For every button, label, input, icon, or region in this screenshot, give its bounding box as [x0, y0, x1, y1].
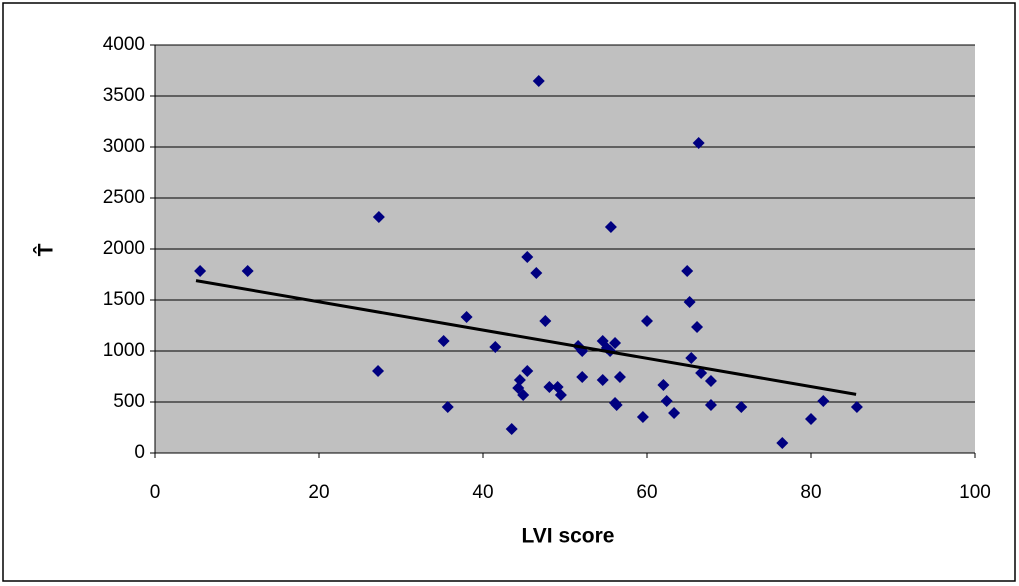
point: [776, 437, 789, 450]
point: [489, 341, 502, 354]
point: [817, 394, 830, 407]
point: [521, 364, 534, 377]
point: [691, 321, 704, 334]
point: [576, 371, 589, 384]
y-tick-label: 1000: [103, 340, 145, 361]
x-tick-label: 0: [150, 482, 161, 503]
point: [609, 337, 622, 350]
point: [460, 311, 473, 324]
point: [505, 423, 518, 436]
point: [657, 378, 670, 391]
point: [372, 210, 385, 223]
point: [241, 265, 254, 278]
point: [532, 75, 545, 88]
point: [683, 296, 696, 309]
point: [372, 364, 385, 377]
point: [604, 220, 617, 233]
point: [539, 315, 552, 328]
point: [850, 400, 863, 413]
y-tick-label: 0: [134, 442, 145, 463]
x-tick-label: 60: [636, 482, 657, 503]
x-tick-label: 100: [959, 482, 991, 503]
x-tick-label: 20: [308, 482, 329, 503]
point: [704, 374, 717, 387]
trend-line: [195, 279, 857, 396]
point: [530, 266, 543, 279]
point: [636, 410, 649, 423]
y-tick-label: 1500: [103, 289, 145, 310]
point: [554, 388, 567, 401]
point: [805, 413, 817, 426]
y-tick-label: 3000: [103, 136, 145, 157]
x-axis-label: LVI score: [522, 525, 615, 548]
point: [543, 381, 556, 394]
point: [681, 265, 694, 278]
point: [517, 388, 530, 401]
point: [613, 371, 626, 384]
point: [668, 407, 681, 420]
point: [610, 398, 623, 411]
point: [194, 265, 207, 278]
y-tick-label: 500: [113, 391, 145, 412]
y-tick-label: 2500: [103, 187, 145, 208]
point: [692, 137, 705, 150]
point: [513, 373, 526, 386]
point: [735, 400, 748, 413]
y-tick-label: 4000: [103, 34, 145, 55]
point: [704, 398, 717, 411]
point: [660, 394, 673, 407]
x-tick-label: 40: [472, 482, 493, 503]
point: [521, 250, 534, 263]
y-tick-label: 2000: [103, 238, 145, 259]
point: [695, 367, 708, 380]
point: [685, 352, 698, 365]
y-tick-label: 3500: [103, 85, 145, 106]
point: [441, 400, 454, 413]
point: [641, 315, 653, 328]
y-axis-label: T̂: [33, 243, 58, 256]
point: [596, 373, 609, 386]
x-tick-label: 80: [800, 482, 821, 503]
point: [437, 335, 450, 348]
